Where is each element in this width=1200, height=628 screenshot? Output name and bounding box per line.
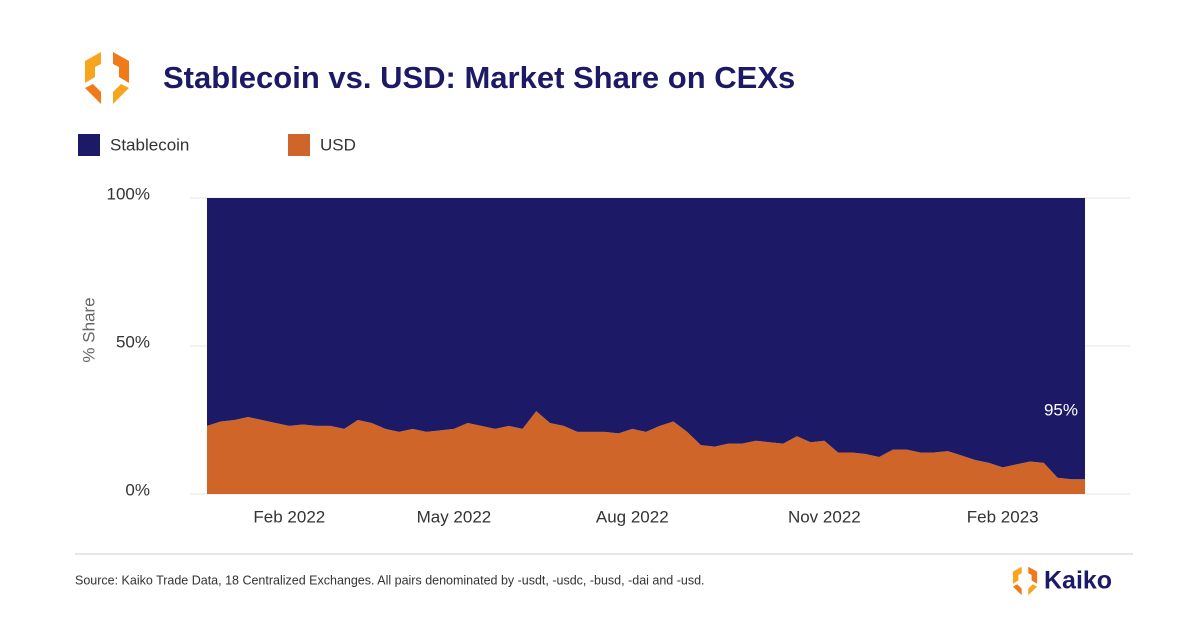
x-tick-label: Nov 2022 — [788, 507, 861, 526]
brand-logo — [1012, 566, 1038, 596]
x-tick-label: Aug 2022 — [596, 507, 669, 526]
legend-swatch — [78, 134, 100, 156]
data-label: 95% — [1044, 400, 1078, 419]
area — [207, 198, 1085, 480]
y-tick-label: 100% — [107, 184, 150, 203]
legend-label: USD — [320, 135, 356, 154]
y-tick-label: 50% — [116, 332, 150, 351]
source-note: Source: Kaiko Trade Data, 18 Centralized… — [75, 573, 705, 587]
logo — [85, 52, 129, 104]
x-tick-label: Feb 2022 — [253, 507, 325, 526]
chart-title: Stablecoin vs. USD: Market Share on CEXs — [163, 60, 795, 95]
brand-name: Kaiko — [1044, 567, 1112, 595]
legend-label: Stablecoin — [110, 135, 189, 154]
x-tick-label: May 2022 — [417, 507, 492, 526]
legend-swatch — [288, 134, 310, 156]
x-tick-label: Feb 2023 — [967, 507, 1039, 526]
y-tick-label: 0% — [125, 480, 150, 499]
y-axis-label: % Share — [79, 297, 98, 362]
